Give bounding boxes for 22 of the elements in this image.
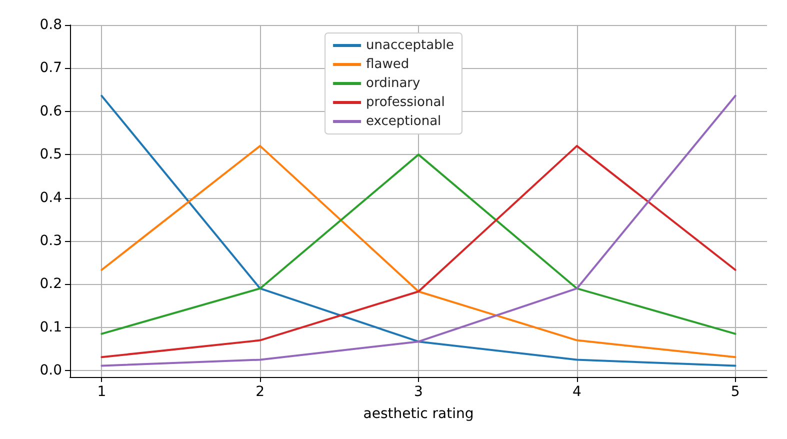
x-tick-label: 5: [730, 384, 740, 400]
y-tick-label: 0.1: [40, 319, 62, 336]
y-tick-label: 0.7: [40, 60, 62, 76]
y-tick-label: 0.6: [40, 103, 62, 120]
y-tick-label: 0.0: [40, 362, 62, 379]
legend-label: exceptional: [366, 114, 442, 129]
legend-label: unacceptable: [366, 38, 454, 53]
x-axis-title: aesthetic rating: [363, 406, 474, 422]
legend-label: professional: [366, 95, 445, 110]
x-tick-label: 2: [256, 384, 265, 400]
line-series: [100, 144, 736, 358]
legend-label: ordinary: [366, 76, 421, 91]
y-tick-label: 0.8: [40, 17, 62, 33]
y-tick-label: 0.3: [40, 232, 62, 249]
y-tick-label: 0.4: [40, 190, 62, 206]
y-tick-label: 0.5: [40, 146, 62, 163]
x-tick-label: 4: [572, 384, 582, 400]
line-series: [100, 94, 736, 367]
x-tick-label: 3: [414, 384, 423, 400]
legend-label: flawed: [366, 57, 410, 72]
y-tick-label: 0.2: [40, 276, 62, 292]
x-tick-label: 1: [97, 384, 106, 400]
